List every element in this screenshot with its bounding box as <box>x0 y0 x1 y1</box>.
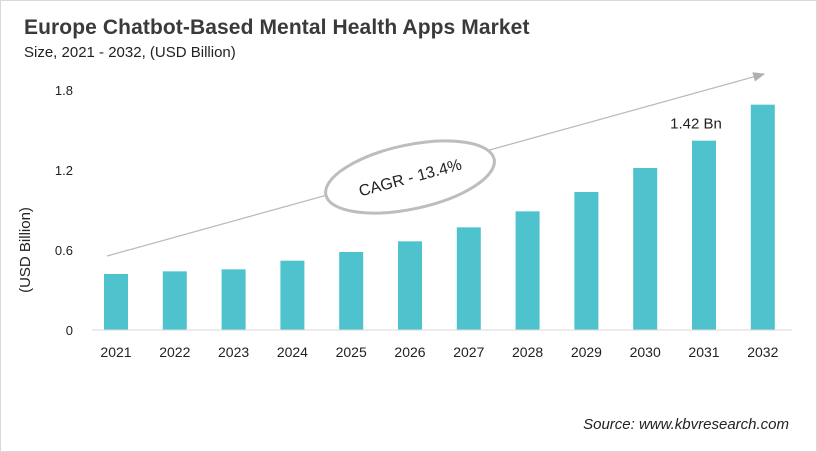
source-note: Source: www.kbvresearch.com <box>583 416 789 433</box>
bar-2031 <box>692 140 716 330</box>
cagr-ellipse <box>324 139 496 215</box>
bar-2029 <box>574 192 599 330</box>
bar-2022 <box>162 271 187 330</box>
bar-2025 <box>339 252 364 330</box>
y-tick-label: 1.8 <box>55 83 73 98</box>
x-tick-label: 2028 <box>512 344 543 360</box>
x-tick-label: 2023 <box>218 344 249 360</box>
bar-2030 <box>633 168 658 330</box>
x-tick-label: 2026 <box>394 344 425 360</box>
chart-subtitle: Size, 2021 - 2032, (USD Billion) <box>24 44 236 61</box>
bar-2026 <box>398 241 422 330</box>
bar-2023 <box>221 269 246 330</box>
x-tick-label: 2032 <box>747 344 778 360</box>
data-label-2031: 1.42 Bn <box>670 116 722 133</box>
x-tick-label: 2022 <box>159 344 190 360</box>
y-tick-label: 0.6 <box>55 243 73 258</box>
y-tick-label: 1.2 <box>55 163 73 178</box>
bar-2027 <box>456 227 481 330</box>
bar-2028 <box>515 211 540 330</box>
x-tick-label: 2025 <box>336 344 367 360</box>
y-tick-label: 0 <box>66 323 73 338</box>
bar-2024 <box>280 260 305 330</box>
x-tick-label: 2027 <box>453 344 484 360</box>
chart-title: Europe Chatbot-Based Mental Health Apps … <box>24 16 530 39</box>
bar-2032 <box>750 104 775 331</box>
y-axis-title: (USD Billion) <box>17 207 34 293</box>
bar-2021 <box>104 274 128 330</box>
x-tick-label: 2031 <box>688 344 719 360</box>
x-tick-label: 2024 <box>277 344 308 360</box>
x-tick-label: 2030 <box>630 344 661 360</box>
x-tick-label: 2021 <box>100 344 131 360</box>
x-tick-label: 2029 <box>571 344 602 360</box>
